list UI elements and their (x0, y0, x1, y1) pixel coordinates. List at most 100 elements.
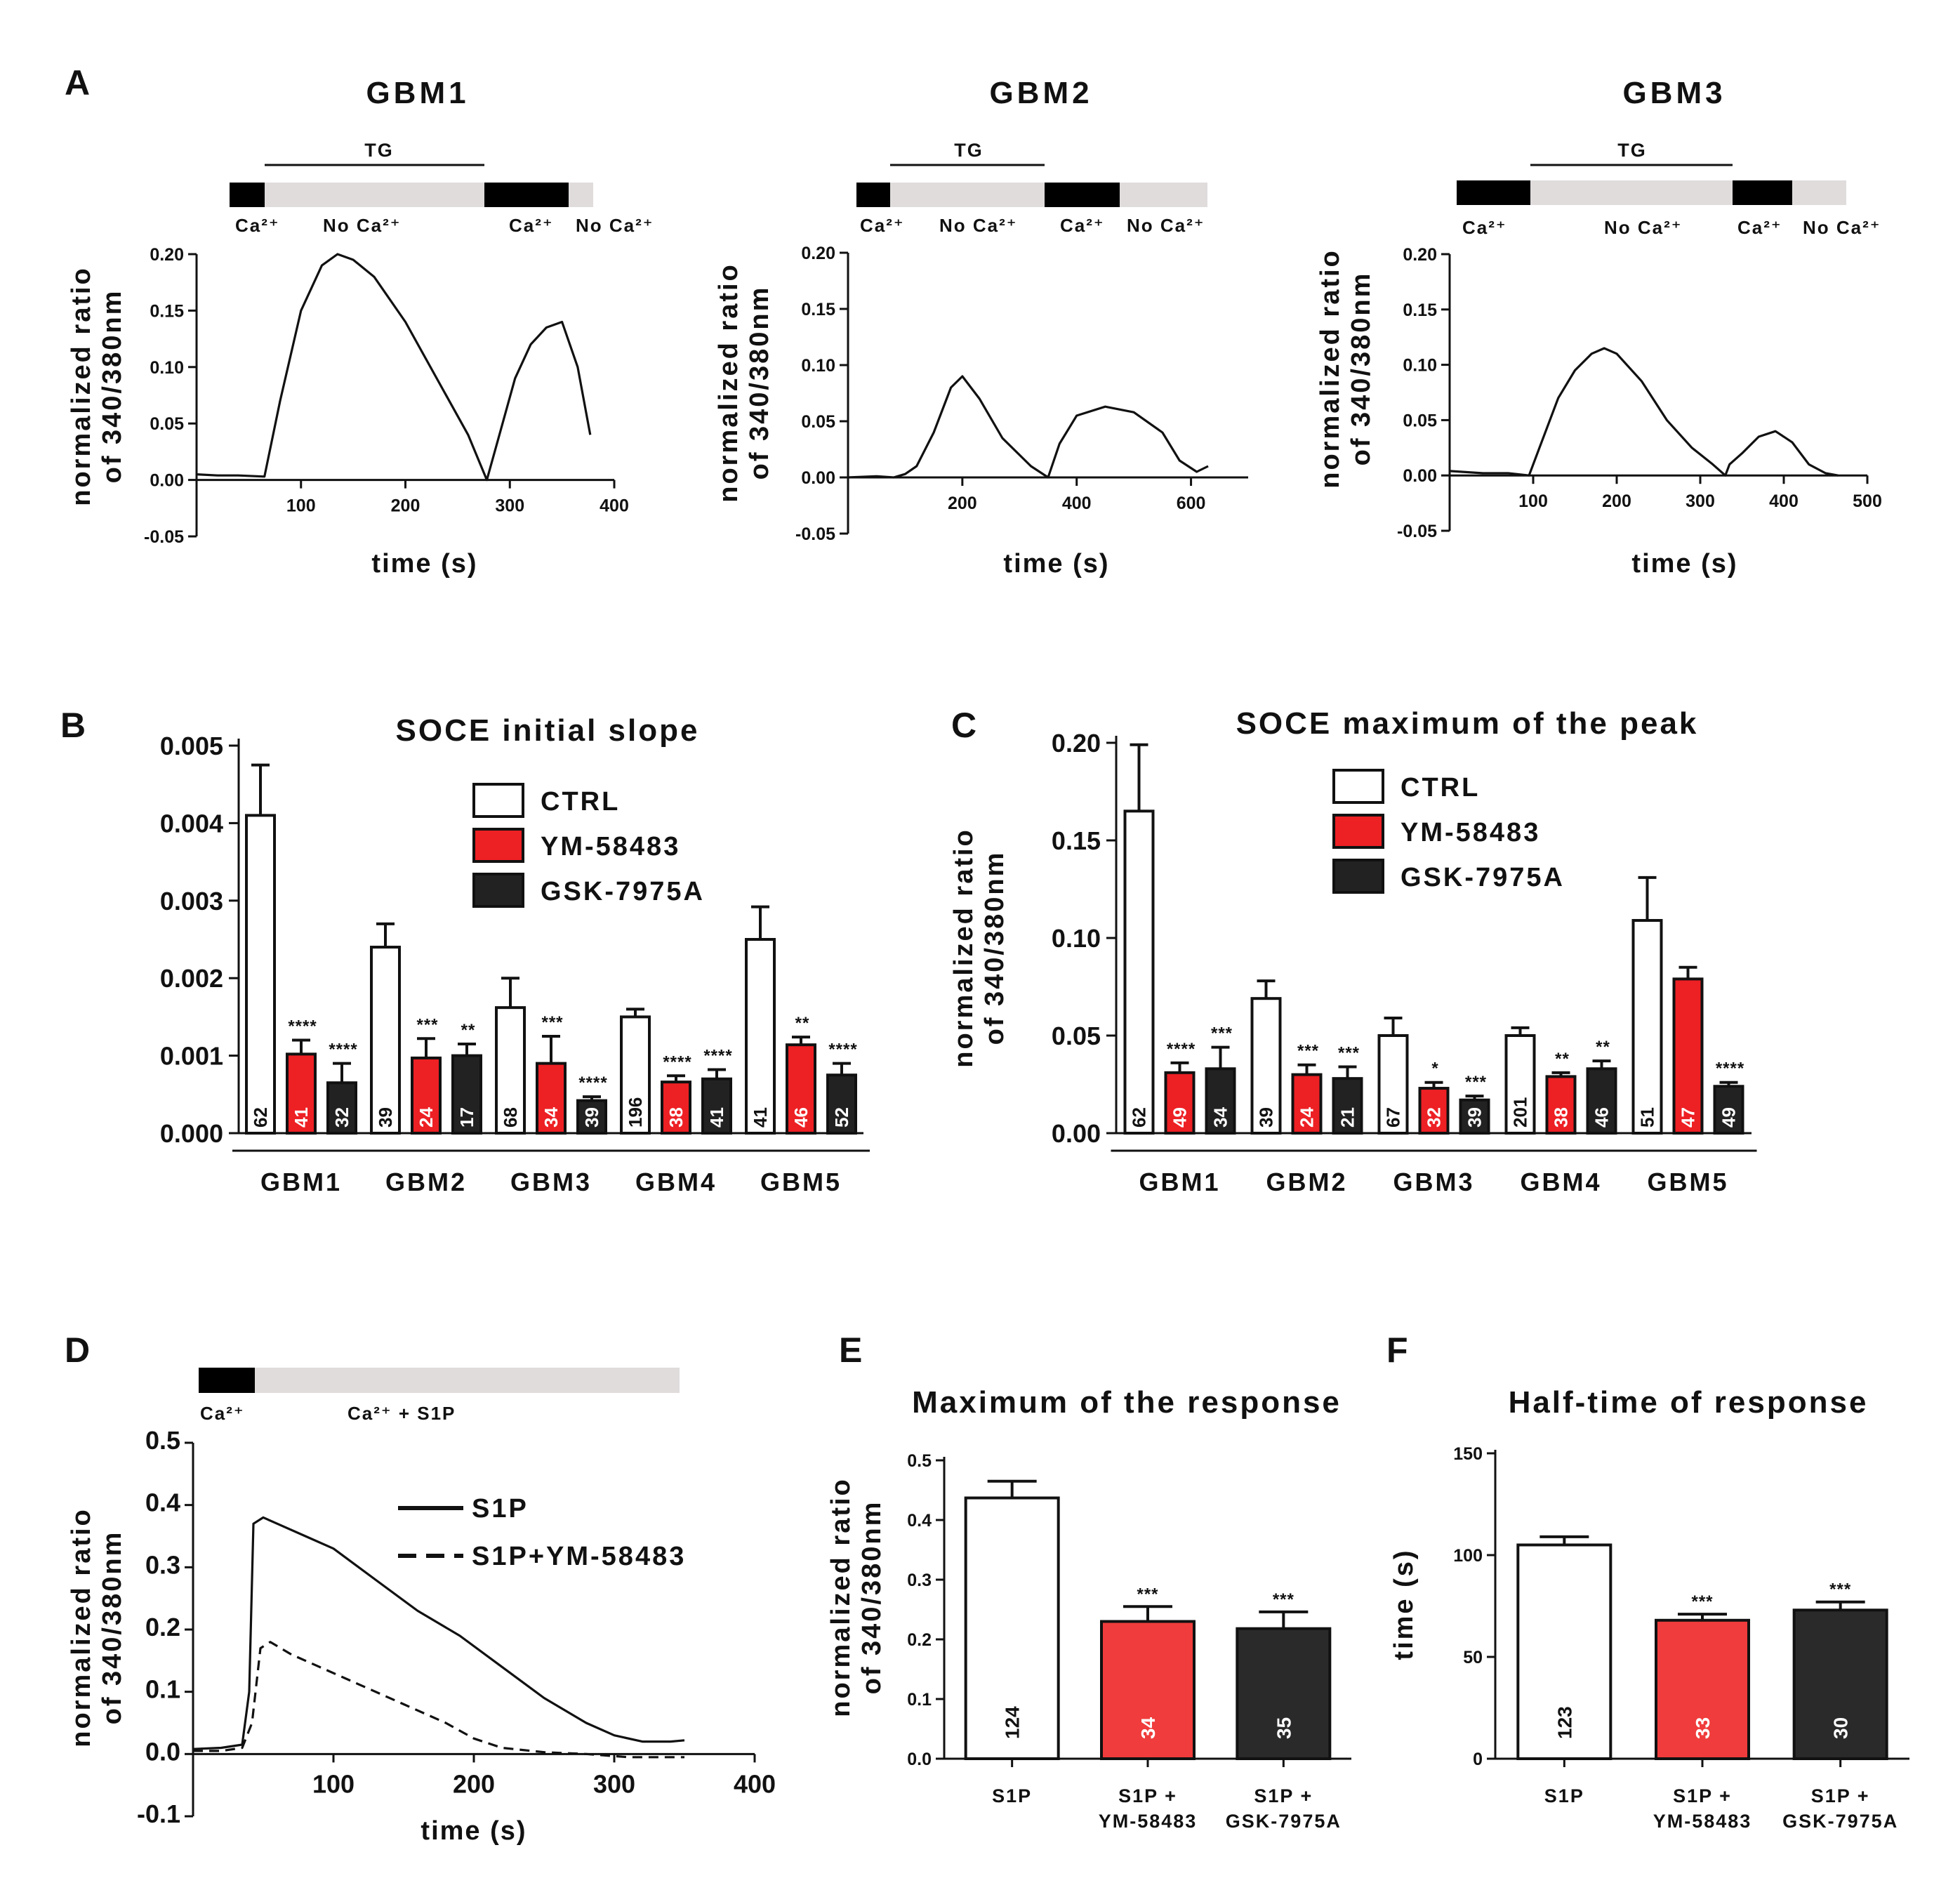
x-tick-label: 100 (1518, 491, 1548, 511)
y-tick-label: 0.00 (1052, 1119, 1101, 1148)
category-label: S1P + (1673, 1785, 1732, 1806)
protocol-label: No Ca²⁺ (1803, 217, 1881, 238)
x-tick-label: 300 (593, 1769, 635, 1798)
y-tick-label: -0.05 (795, 524, 835, 544)
protocol-label: Ca²⁺ (235, 215, 280, 236)
category-label: GBM2 (1266, 1168, 1347, 1196)
x-tick-label: 300 (1686, 491, 1715, 511)
x-axis-label: time (s) (1003, 549, 1109, 579)
protocol-label: Ca²⁺ (509, 215, 554, 236)
y-tick-label: 0.20 (801, 244, 835, 263)
significance-label: *** (541, 1013, 563, 1032)
x-tick-label: 100 (312, 1769, 355, 1798)
y-tick-label: 0.15 (1052, 826, 1101, 855)
series-line-s1p (192, 1516, 685, 1750)
legend-label: GSK-7975A (541, 877, 705, 906)
y-tick-label: 0.00 (1403, 466, 1437, 486)
n-label: 35 (1273, 1717, 1294, 1739)
category-label: S1P (992, 1785, 1032, 1806)
y-tick-label: 0.004 (160, 809, 223, 838)
protocol-noca-segment (1120, 183, 1207, 207)
n-label: 34 (1210, 1107, 1231, 1128)
significance-label: *** (1297, 1042, 1319, 1061)
significance-label: **** (828, 1040, 857, 1059)
chart-title: GBM2 (989, 76, 1092, 110)
bar (826, 1073, 857, 1135)
x-axis-label: time (s) (371, 549, 477, 579)
chart-title: GBM1 (366, 76, 469, 110)
bar (1164, 1071, 1196, 1135)
significance-label: *** (1137, 1585, 1158, 1604)
n-label: 24 (1297, 1107, 1318, 1128)
legend-label: S1P (472, 1494, 529, 1524)
significance-label: *** (1211, 1024, 1233, 1043)
n-label: 41 (750, 1107, 771, 1128)
protocol-noca-segment (890, 183, 1045, 207)
n-label: 62 (250, 1107, 271, 1128)
y-tick-label: 0.5 (907, 1451, 932, 1471)
n-label: 39 (375, 1107, 396, 1128)
protocol-label: No Ca²⁺ (576, 215, 654, 236)
series-line-trace (1449, 347, 1839, 477)
y-tick-label: 0.15 (150, 301, 184, 321)
protocol-ca-segment (484, 183, 569, 207)
n-label: 34 (1137, 1717, 1159, 1739)
n-label: 62 (1129, 1107, 1150, 1128)
panel-letter-a: A (65, 63, 90, 103)
significance-label: **** (288, 1017, 317, 1036)
panel-letter-b: B (60, 706, 86, 745)
significance-label: ** (1555, 1050, 1570, 1069)
y-tick-label: 0.001 (160, 1042, 223, 1071)
y-axis-label: normalized ratio (1316, 249, 1345, 489)
y-tick-label: 100 (1453, 1546, 1483, 1566)
y-tick-label: 0.3 (907, 1571, 932, 1590)
x-tick-label: 200 (453, 1769, 495, 1798)
significance-label: *** (1273, 1590, 1294, 1609)
bar (786, 1043, 816, 1135)
line-plot: 0.20 0.15 0.10 0.05 0.00 -0.05 200 400 600 (795, 244, 1248, 544)
y-tick-label: -0.1 (137, 1799, 180, 1828)
chart-title: SOCE initial slope (396, 713, 700, 748)
legend-swatch (472, 873, 524, 908)
chart-title: Half-time of response (1509, 1385, 1869, 1420)
y-tick-label: 0.20 (1052, 729, 1101, 758)
n-label: 124 (1002, 1706, 1024, 1739)
significance-label: *** (416, 1015, 438, 1034)
protocol-ca-segment (1045, 183, 1120, 207)
bar (326, 1081, 357, 1135)
y-tick-label: 0.5 (145, 1426, 180, 1455)
panel-letter-c: C (951, 706, 976, 745)
significance-label: *** (1338, 1043, 1360, 1062)
line-plot: 0.20 0.15 0.10 0.05 0.00 -0.05 100 200 300 400 500 (1397, 245, 1882, 541)
legend-label: CTRL (541, 787, 620, 817)
y-tick-label: 0.05 (1052, 1022, 1101, 1050)
y-tick-label: 0.05 (1403, 411, 1437, 430)
chart-title: SOCE maximum of the peak (1236, 706, 1699, 741)
n-label: 123 (1554, 1706, 1575, 1739)
line-plot: 0.5 0.4 0.3 0.2 0.1 0.0 -0.1 100 200 300 400 (137, 1426, 776, 1828)
bar (1672, 977, 1704, 1135)
n-label: 67 (1383, 1107, 1404, 1128)
x-axis-label: time (s) (1631, 549, 1737, 579)
y-tick-label: 0.10 (1403, 356, 1437, 376)
panel-a-gbm1: GBM1 TG Ca²⁺ No Ca²⁺ Ca²⁺ No Ca²⁺ 0.200.… (67, 76, 654, 579)
category-label: S1P + (1118, 1785, 1177, 1806)
bar (576, 1099, 607, 1135)
x-tick-label: 400 (1769, 491, 1799, 511)
legend-swatch (472, 828, 524, 863)
category-label: GBM4 (635, 1168, 717, 1196)
panel-e: Maximum of the response normalized ratio… (826, 1385, 1351, 1832)
protocol-noca-segment (265, 183, 484, 207)
significance-label: * (1431, 1059, 1438, 1078)
y-tick-label: 0.10 (801, 356, 835, 376)
line-plot: 0.20 0.15 0.10 0.05 0.00 -0.05 100 200 300 400 (144, 245, 629, 547)
chart-title: GBM3 (1622, 76, 1726, 110)
bar (1123, 809, 1155, 1135)
protocol-label: No Ca²⁺ (1127, 215, 1205, 236)
protocol-label: Ca²⁺ (860, 215, 905, 236)
n-label: 46 (790, 1107, 812, 1128)
n-label: 196 (625, 1097, 646, 1128)
y-axis-label: of 340/380nm (745, 286, 774, 480)
bar (1291, 1073, 1323, 1135)
category-label: S1P + (1254, 1785, 1313, 1806)
